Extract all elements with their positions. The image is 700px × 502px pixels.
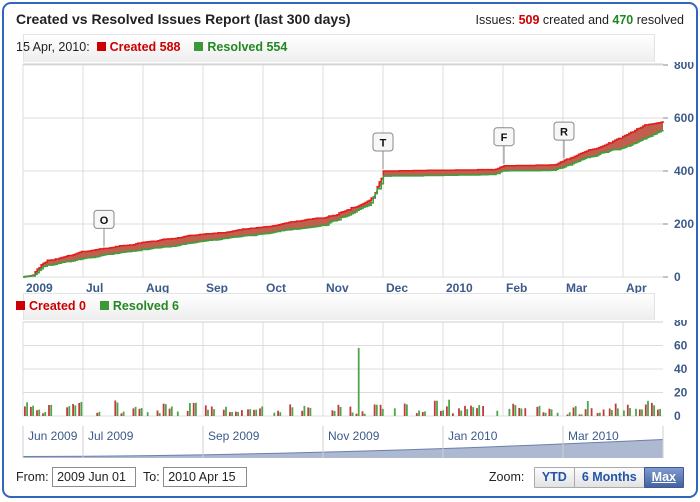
svg-text:Jun 2009: Jun 2009 [28, 429, 78, 443]
svg-text:2010: 2010 [446, 281, 473, 293]
svg-text:400: 400 [674, 164, 694, 178]
svg-text:Dec: Dec [386, 281, 408, 293]
svg-text:40: 40 [674, 362, 688, 376]
svg-text:0: 0 [674, 270, 681, 284]
svg-text:F: F [501, 132, 508, 144]
svg-text:600: 600 [674, 111, 694, 125]
svg-text:O: O [100, 215, 109, 227]
svg-text:800: 800 [674, 62, 694, 72]
svg-text:200: 200 [674, 217, 694, 231]
svg-text:Nov 2009: Nov 2009 [328, 429, 380, 443]
svg-text:Oct: Oct [266, 281, 286, 293]
svg-text:60: 60 [674, 339, 688, 353]
svg-text:Apr: Apr [626, 281, 647, 293]
svg-text:Mar: Mar [566, 281, 588, 293]
svg-text:R: R [560, 127, 568, 139]
svg-text:Feb: Feb [506, 281, 527, 293]
svg-text:Sep: Sep [206, 281, 228, 293]
svg-text:2009: 2009 [26, 281, 53, 293]
svg-text:T: T [380, 138, 387, 150]
svg-text:Sep 2009: Sep 2009 [208, 429, 260, 443]
svg-text:Jan 2010: Jan 2010 [448, 429, 498, 443]
svg-text:Jul 2009: Jul 2009 [88, 429, 134, 443]
svg-text:Mar 2010: Mar 2010 [568, 429, 619, 443]
svg-text:Nov: Nov [326, 281, 349, 293]
svg-text:Jul: Jul [86, 281, 103, 293]
svg-text:Aug: Aug [146, 281, 169, 293]
svg-text:80: 80 [674, 320, 688, 329]
svg-text:0: 0 [674, 409, 681, 423]
svg-text:20: 20 [674, 386, 688, 400]
